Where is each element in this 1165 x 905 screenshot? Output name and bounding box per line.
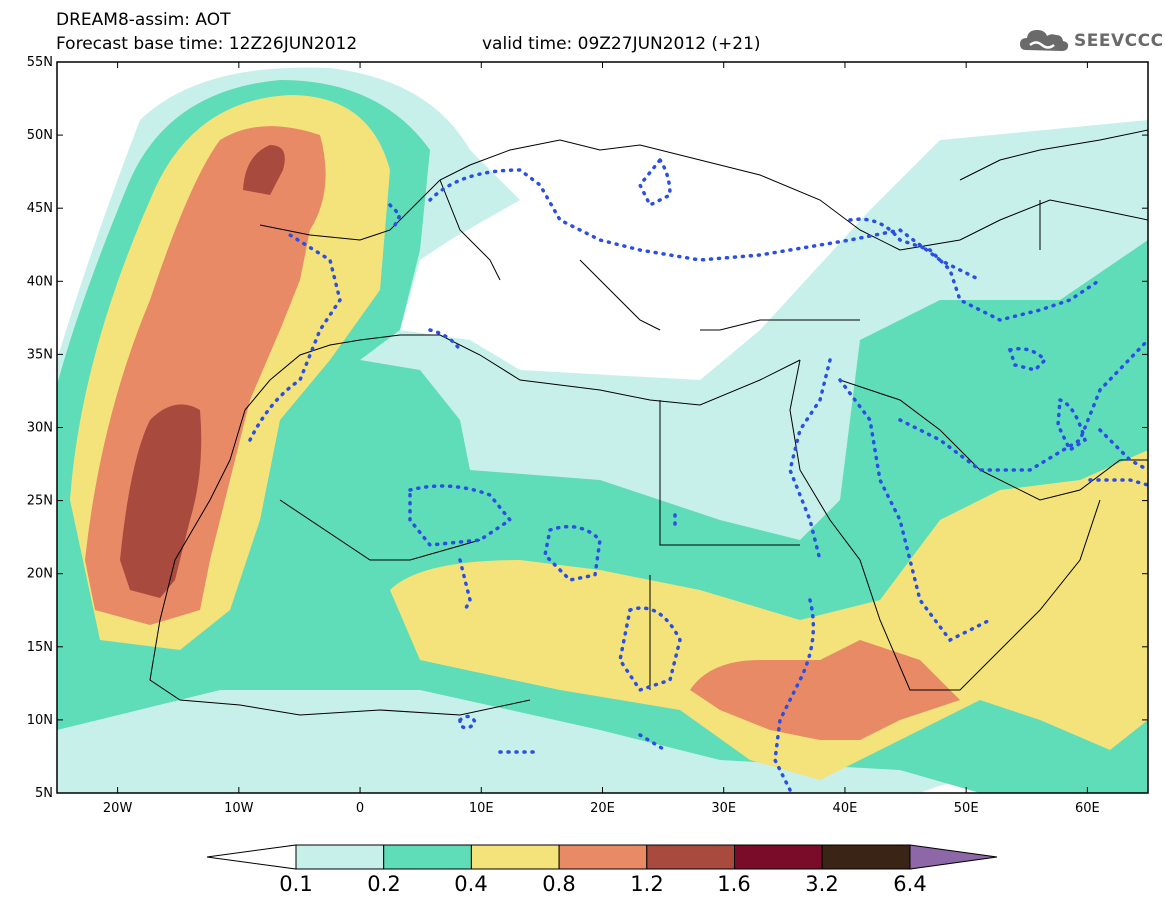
lat-label: 25N — [27, 494, 53, 509]
aot-contours — [248, 157, 1148, 792]
colorbar-bin-0.2 — [383, 844, 472, 870]
lat-label: 10N — [27, 713, 53, 728]
lon-label: 10E — [469, 801, 494, 816]
colorbar-label-6: 3.2 — [805, 872, 839, 896]
lat-label: 15N — [27, 640, 53, 655]
valid-time: valid time: 09Z27JUN2012 (+21) — [482, 34, 761, 54]
map-title: DREAM8-assim: AOT — [56, 10, 231, 30]
axis-ticks — [57, 61, 1148, 794]
lat-label: 5N — [35, 786, 53, 801]
lon-label: 40E — [833, 801, 858, 816]
colorbar-below-triangle — [206, 844, 297, 870]
colorbar-bin-0.1 — [295, 844, 385, 870]
colorbar — [206, 844, 998, 870]
colorbar-label-3: 0.8 — [542, 872, 576, 896]
logo-text: SEEVCCC — [1074, 31, 1164, 51]
colorbar-label-2: 0.4 — [454, 872, 488, 896]
lon-label: 60E — [1075, 801, 1100, 816]
lon-label: 10W — [224, 801, 254, 816]
colorbar-label-4: 1.2 — [630, 872, 664, 896]
seevccc-logo: SEEVCCC — [1018, 26, 1164, 56]
colorbar-above-triangle — [909, 844, 998, 870]
colorbar-bin-0.8 — [558, 844, 648, 870]
lon-label: 30E — [711, 801, 736, 816]
lat-label: 35N — [27, 347, 53, 362]
lon-label: 50E — [954, 801, 979, 816]
aot-level-0.4 — [70, 95, 1148, 780]
lon-label: 20E — [590, 801, 615, 816]
forecast-base-time: Forecast base time: 12Z26JUN2012 — [56, 34, 358, 54]
colorbar-label-1: 0.2 — [367, 872, 401, 896]
aot-shading — [57, 62, 1148, 793]
colorbar-label-7: 6.4 — [893, 872, 927, 896]
lon-label: 20W — [103, 801, 133, 816]
longitude-labels: 20W 10W 0 10E 20E 30E 40E 50E 60E — [103, 801, 1100, 816]
cloud-logo-icon — [1020, 30, 1069, 51]
lon-label: 0 — [356, 801, 364, 816]
colorbar-label-5: 1.6 — [717, 872, 751, 896]
latitude-labels: 55N 50N 45N 40N 35N 30N 25N 20N 15N 10N 5N — [27, 55, 53, 801]
lat-label: 40N — [27, 274, 53, 289]
aot-level-0.8 — [85, 126, 960, 741]
lat-label: 55N — [27, 55, 53, 70]
coastlines — [149, 129, 1148, 716]
colorbar-bin-3.2 — [821, 844, 911, 870]
lat-label: 45N — [27, 201, 53, 216]
lat-label: 50N — [27, 128, 53, 143]
colorbar-label-0: 0.1 — [279, 872, 313, 896]
colorbar-bin-0.4 — [470, 844, 560, 870]
aot-level-1.2 — [120, 145, 285, 598]
lat-label: 20N — [27, 567, 53, 582]
lat-label: 30N — [27, 421, 53, 436]
colorbar-bin-1.6 — [734, 844, 823, 870]
colorbar-bin-1.2 — [646, 844, 735, 870]
